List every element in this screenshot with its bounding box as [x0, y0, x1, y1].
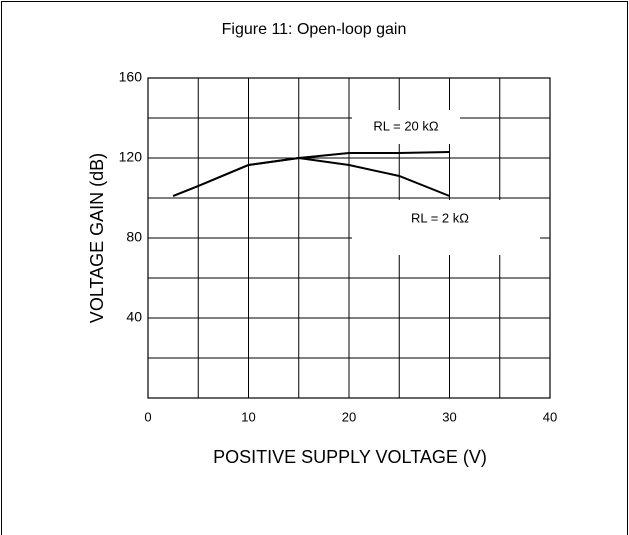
x-tick-label: 0: [144, 409, 151, 424]
x-tick-label: 10: [241, 409, 255, 424]
x-tick-label: 40: [543, 409, 557, 424]
y-tick-label: 80: [126, 229, 142, 245]
series-label: RL = 2 kΩ: [411, 210, 469, 225]
x-axis-label: POSITIVE SUPPLY VOLTAGE (V): [213, 447, 487, 467]
x-tick-label: 30: [442, 409, 456, 424]
y-tick-label: 160: [119, 69, 143, 85]
x-tick-label: 20: [342, 409, 356, 424]
label-box: [352, 200, 540, 255]
y-axis-label: VOLTAGE GAIN (dB): [87, 153, 107, 323]
line: [172, 156, 450, 197]
y-tick-label: 40: [126, 309, 142, 325]
y-tick-label: 120: [119, 149, 143, 165]
chart-title: Figure 11: Open-loop gain: [222, 21, 407, 38]
line: [172, 151, 450, 197]
label-box: [352, 110, 460, 144]
plot-frame: [147, 77, 551, 399]
series-label: RL = 20 kΩ: [373, 118, 439, 133]
